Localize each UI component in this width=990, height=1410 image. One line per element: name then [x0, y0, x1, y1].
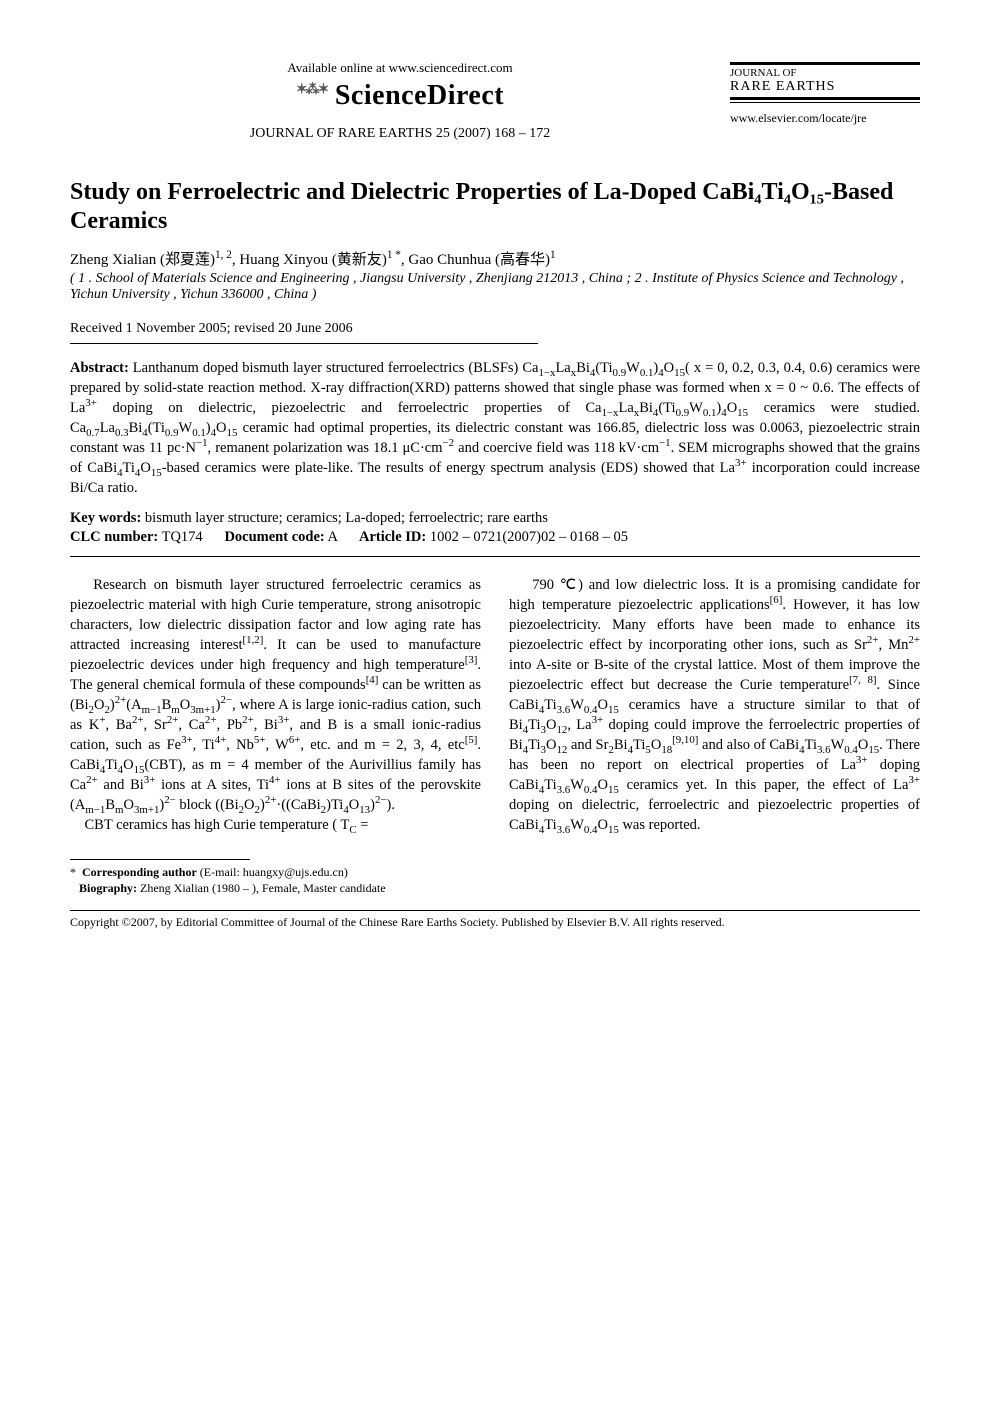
- received-line: Received 1 November 2005; revised 20 Jun…: [70, 321, 920, 337]
- header-rule-top: [730, 62, 920, 65]
- article-id-label: Article ID:: [359, 529, 426, 545]
- header-rule-mid: [730, 97, 920, 100]
- footnote-rule: [70, 859, 250, 860]
- keywords-block: Key words: bismuth layer structure; cera…: [70, 510, 920, 527]
- header-left: Available online at www.sciencedirect.co…: [70, 60, 730, 142]
- keywords-text: bismuth layer structure; ceramics; La-do…: [145, 510, 548, 526]
- copyright-rule: [70, 910, 920, 911]
- doc-code-value: A: [328, 529, 338, 545]
- abstract-block: Abstract: Lanthanum doped bismuth layer …: [70, 358, 920, 498]
- body-col-right-text: 790 ℃) and low dielectric loss. It is a …: [509, 575, 920, 835]
- header-rule-mid2: [730, 102, 920, 103]
- doc-code-label: Document code:: [224, 529, 324, 545]
- footnote-star: *: [70, 865, 76, 879]
- affiliations: ( 1 . School of Materials Science and En…: [70, 271, 920, 303]
- meta-line: CLC number: TQ174 Document code: A Artic…: [70, 529, 920, 546]
- mid-rule: [70, 556, 920, 557]
- paper-title: Study on Ferroelectric and Dielectric Pr…: [70, 178, 920, 236]
- corresponding-author-label: Corresponding author: [82, 865, 197, 879]
- abstract-label: Abstract:: [70, 360, 129, 376]
- biography-text: Zheng Xialian (1980 – ), Female, Master …: [140, 881, 386, 895]
- body-col-left: Research on bismuth layer structured fer…: [70, 575, 481, 835]
- journal-small-title: JOURNAL OF: [730, 67, 920, 79]
- header-right: JOURNAL OF RARE EARTHS www.elsevier.com/…: [730, 60, 920, 126]
- elsevier-url: www.elsevier.com/locate/jre: [730, 111, 920, 126]
- journal-reference: JOURNAL OF RARE EARTHS 25 (2007) 168 – 1…: [70, 126, 730, 142]
- body-col-left-text: Research on bismuth layer structured fer…: [70, 575, 481, 835]
- biography-label: Biography:: [79, 881, 137, 895]
- copyright-text: Copyright ©2007, by Editorial Committee …: [70, 915, 920, 930]
- header-block: Available online at www.sciencedirect.co…: [70, 60, 920, 142]
- received-rule: [70, 343, 538, 344]
- article-id-value: 1002 – 0721(2007)02 – 0168 – 05: [430, 529, 628, 545]
- sciencedirect-logo-text: ScienceDirect: [335, 80, 504, 111]
- corresponding-author-text: (E-mail: huangxy@ujs.edu.cn): [200, 865, 348, 879]
- logo-burst-icon: ✶⁂✶: [296, 83, 327, 98]
- footnote-block: * Corresponding author (E-mail: huangxy@…: [70, 864, 920, 896]
- keywords-label: Key words:: [70, 510, 141, 526]
- clc-value: TQ174: [162, 529, 203, 545]
- clc-label: CLC number:: [70, 529, 158, 545]
- sciencedirect-logo: ✶⁂✶ ScienceDirect: [70, 80, 730, 112]
- available-online-text: Available online at www.sciencedirect.co…: [70, 60, 730, 76]
- abstract-text: Lanthanum doped bismuth layer structured…: [70, 360, 920, 496]
- journal-big-title: RARE EARTHS: [730, 79, 920, 95]
- authors-line: Zheng Xialian (郑夏莲)1, 2, Huang Xinyou (黄…: [70, 248, 920, 269]
- paper-page: Available online at www.sciencedirect.co…: [0, 0, 990, 970]
- body-col-right: 790 ℃) and low dielectric loss. It is a …: [509, 575, 920, 835]
- body-columns: Research on bismuth layer structured fer…: [70, 575, 920, 835]
